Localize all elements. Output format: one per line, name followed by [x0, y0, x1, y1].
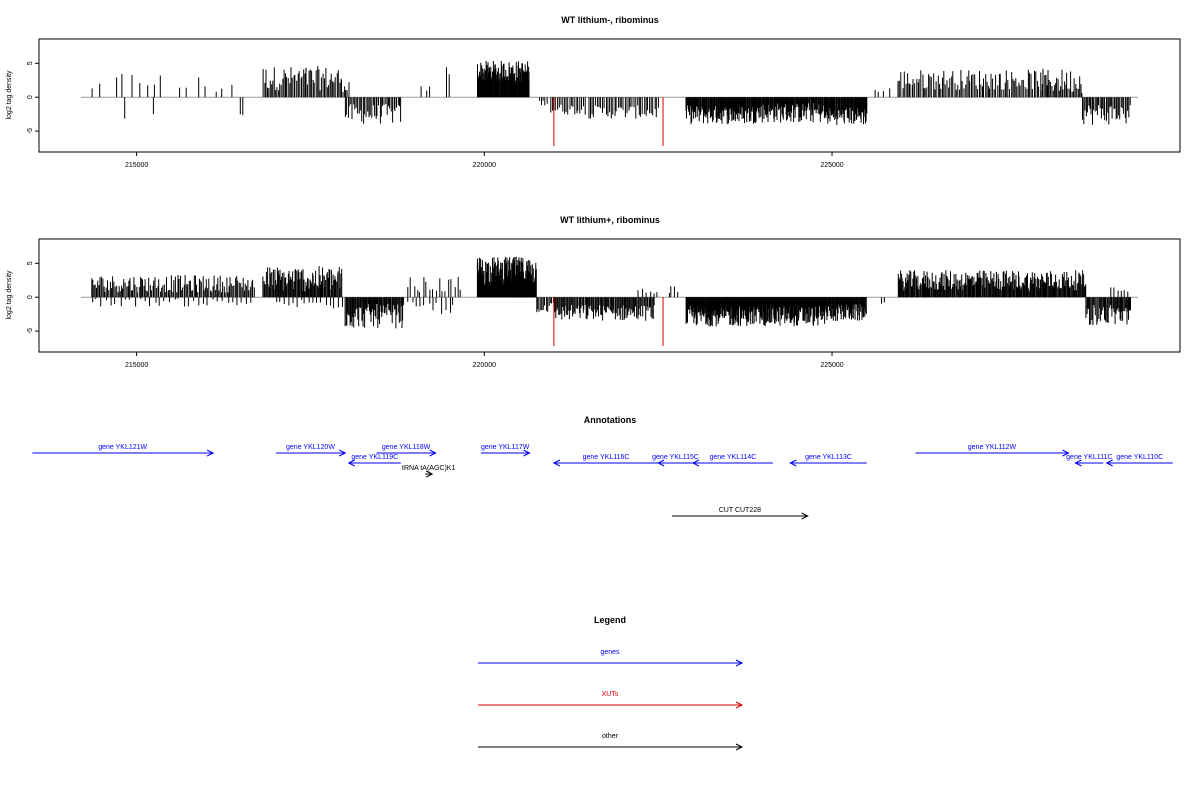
feature-gene-ykl114c: gene YKL114C	[691, 454, 773, 467]
feature-label: gene YKL118W	[382, 444, 431, 451]
tick-group: -5 0 5 215000 220000 225000	[27, 261, 844, 369]
arrow-head-icon	[1105, 459, 1113, 467]
arrow-head-icon	[206, 449, 215, 457]
arrow-head-icon	[735, 659, 744, 667]
panel-lithium-plus: WT lithium+, ribominus log2 tag density …	[6, 215, 1181, 369]
legend-label: genes	[600, 649, 620, 656]
legend-label: XUTs	[602, 691, 619, 698]
feature-label: gene YKL111C	[1066, 454, 1112, 461]
x-tick-label: 215000	[125, 162, 148, 169]
feature-label: gene YKL115C	[652, 454, 699, 461]
plot-frame	[38, 38, 1181, 153]
feature-gene-ykl111c: gene YKL111C	[1066, 454, 1112, 467]
x-tick-label: 220000	[473, 362, 496, 369]
arrow-head-icon	[552, 459, 561, 467]
arrow-head-icon	[425, 470, 434, 478]
bar-group	[81, 256, 1138, 346]
arrow-head-icon	[347, 459, 355, 467]
legend-entry-genes: genes	[478, 649, 744, 667]
arrow-head-icon	[429, 449, 437, 457]
y-tick-label: -5	[27, 328, 34, 334]
legend: Legend genes XUTs other	[478, 615, 744, 751]
feature-label: gene YKL119C	[351, 454, 398, 461]
y-tick-label: 5	[27, 261, 34, 265]
feature-label: CUT CUT228	[719, 507, 761, 514]
panel-title: WT lithium+, ribominus	[560, 215, 660, 225]
annotations-track: Annotations gene YKL121W gene YKL120Wgene…	[32, 415, 1173, 520]
legend-title: Legend	[594, 615, 626, 625]
feature-group: gene YKL121W gene YKL120W gene YKL119C gene…	[32, 444, 1173, 520]
arrow-head-icon	[523, 449, 531, 457]
feature-gene-ykl119c: gene YKL119C	[347, 454, 401, 467]
arrow-head-icon	[789, 459, 797, 467]
arrow-head-icon	[735, 743, 744, 751]
panel-title: WT lithium-, ribominus	[561, 15, 659, 25]
feature-gene-ykl113c: gene YKL113C	[789, 454, 867, 467]
feature-label: gene YKL120W	[286, 444, 335, 451]
x-tick-label: 215000	[125, 362, 148, 369]
x-tick-label: 220000	[473, 162, 496, 169]
arrow-head-icon	[1062, 449, 1070, 457]
annotations-title: Annotations	[584, 415, 637, 425]
panel-lithium-minus: WT lithium-, ribominus log2 tag density …	[6, 15, 1181, 169]
legend-entries: genes XUTs other	[478, 649, 744, 751]
feature-trna-ta-agc-k1: tRNA tA(AGC)K1	[402, 465, 455, 478]
feature-cut-cut228: CUT CUT228	[672, 507, 809, 520]
feature-gene-ykl112w: gene YKL112W	[915, 444, 1070, 457]
feature-gene-ykl118w: gene YKL118W	[376, 444, 437, 457]
y-axis-label: log2 tag density	[6, 70, 13, 120]
x-tick-label: 225000	[820, 162, 843, 169]
feature-gene-ykl110c: gene YKL110C	[1105, 454, 1173, 467]
x-tick-label: 225000	[820, 362, 843, 369]
y-tick-label: -5	[27, 128, 34, 134]
feature-gene-ykl115c: gene YKL115C	[652, 454, 699, 467]
feature-label: gene YKL113C	[805, 454, 852, 461]
bar-group	[81, 60, 1138, 146]
feature-gene-ykl121w: gene YKL121W	[32, 444, 215, 457]
arrow-head-icon	[801, 512, 809, 520]
feature-label: gene YKL114C	[710, 454, 757, 461]
arrow-head-icon	[1074, 459, 1082, 467]
legend-entry-other: other	[478, 733, 744, 751]
feature-label: gene YKL117W	[481, 444, 530, 451]
feature-label: gene YKL110C	[1116, 454, 1163, 461]
feature-label: gene YKL116C	[583, 454, 630, 461]
y-tick-label: 0	[27, 95, 34, 99]
legend-entry-xuts: XUTs	[478, 691, 744, 709]
y-tick-label: 0	[27, 295, 34, 299]
feature-label: gene YKL121W	[98, 444, 147, 451]
feature-gene-ykl117w: gene YKL117W	[480, 444, 531, 457]
arrow-head-icon	[339, 449, 347, 457]
tick-group: -5 0 5 215000 220000 225000	[27, 61, 844, 169]
feature-gene-ykl116c: gene YKL116C	[552, 454, 659, 467]
feature-label: gene YKL112W	[968, 444, 1017, 451]
arrow-head-icon	[735, 701, 744, 709]
y-tick-label: 5	[27, 61, 34, 65]
feature-gene-ykl120w: gene YKL120W	[275, 444, 347, 457]
arrow-head-icon	[691, 459, 700, 467]
feature-label: tRNA tA(AGC)K1	[402, 465, 455, 472]
y-axis-label: log2 tag density	[6, 270, 13, 320]
plot-frame	[38, 238, 1181, 353]
arrow-head-icon	[657, 459, 665, 467]
legend-label: other	[602, 733, 619, 740]
